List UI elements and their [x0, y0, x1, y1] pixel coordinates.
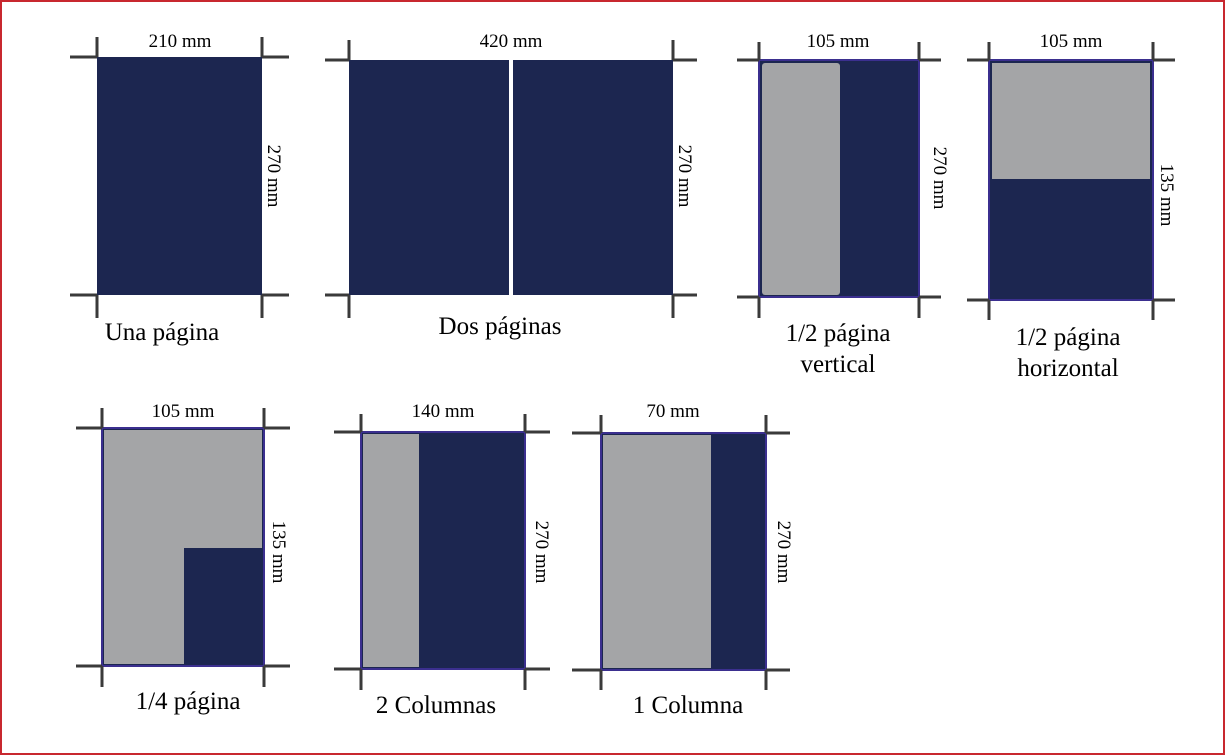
crop-marks: [325, 40, 697, 318]
crop-marks: [334, 414, 550, 690]
page-outline: [988, 59, 1154, 301]
height-label: 270 mm: [531, 521, 552, 584]
format-cuarto-pagina: 105 mm 135 mm 1/4 página: [76, 401, 290, 715]
format-caption-line-2: horizontal: [1017, 355, 1118, 382]
format-media-pagina-vertical: 105 mm 270 mm 1/2 página vertical: [737, 31, 950, 378]
free-area: [762, 63, 840, 295]
height-label: 135 mm: [1156, 164, 1177, 227]
page-outline: [360, 431, 526, 670]
format-caption: 1 Columna: [633, 692, 743, 719]
width-label: 420 mm: [480, 31, 543, 52]
width-label: 70 mm: [646, 401, 700, 422]
width-label: 105 mm: [807, 31, 870, 52]
height-label: 270 mm: [263, 145, 284, 208]
page-outline: [600, 432, 767, 671]
format-caption-line-2: vertical: [801, 351, 876, 378]
page-outline: [101, 427, 265, 667]
free-area: [992, 63, 1150, 179]
height-label: 270 mm: [674, 145, 695, 208]
format-una-pagina: 210 mm 270 mm Una página: [70, 31, 289, 346]
format-dos-columnas: 140 mm 270 mm 2 Columnas: [334, 401, 552, 719]
crop-marks: [967, 42, 1175, 320]
crop-marks: [737, 42, 941, 318]
height-label: 135 mm: [268, 521, 289, 584]
height-label: 270 mm: [773, 521, 794, 584]
format-caption-line-1: 1/2 página: [1016, 324, 1121, 351]
format-media-pagina-horizontal: 105 mm 135 mm 1/2 página horizontal: [967, 31, 1177, 382]
crop-marks: [70, 37, 289, 318]
page-outline: [758, 59, 920, 298]
ad-area-right-page: [513, 60, 673, 295]
width-label: 105 mm: [1040, 31, 1103, 52]
free-area: [104, 430, 262, 664]
crop-marks: [76, 408, 290, 687]
free-area: [363, 434, 419, 667]
width-label: 105 mm: [152, 401, 215, 422]
format-caption: Una página: [105, 319, 220, 346]
free-area: [603, 435, 711, 668]
crop-marks: [572, 415, 790, 690]
format-caption: 1/4 página: [136, 688, 241, 715]
format-caption: 2 Columnas: [376, 692, 496, 719]
format-una-columna: 70 mm 270 mm 1 Columna: [572, 401, 794, 719]
height-label: 270 mm: [929, 147, 950, 210]
format-dos-paginas: 420 mm 270 mm Dos páginas: [325, 31, 697, 340]
width-label: 140 mm: [412, 401, 475, 422]
format-caption: Dos páginas: [439, 313, 562, 340]
format-caption-line-1: 1/2 página: [786, 320, 891, 347]
ad-area-left-page: [349, 60, 509, 295]
width-label: 210 mm: [149, 31, 212, 52]
ad-area: [97, 57, 262, 295]
